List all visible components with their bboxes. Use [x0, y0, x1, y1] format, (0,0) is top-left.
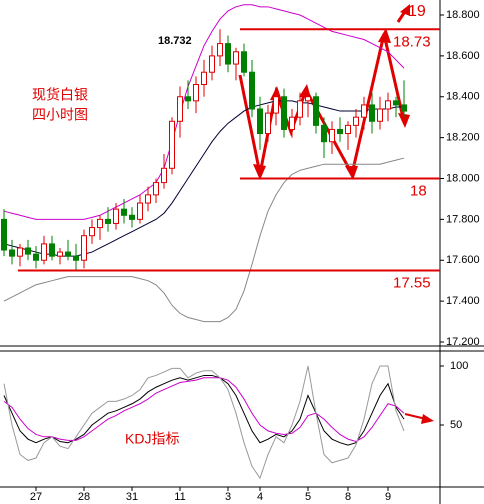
line-series — [3, 4, 405, 220]
level-label: 18 — [410, 182, 427, 199]
candle-body — [321, 124, 327, 143]
y-tick-label: 18.200 — [446, 132, 480, 144]
arrowhead — [378, 28, 391, 43]
y-tick-label: 50 — [450, 419, 462, 431]
candle-body — [73, 255, 79, 261]
candle-body — [209, 55, 215, 73]
candle-body — [305, 96, 311, 102]
chart-subtitle: 四小时图 — [32, 107, 88, 123]
candle-body — [241, 51, 247, 73]
candle-body — [81, 235, 87, 261]
indicator-title: KDJ指标 — [125, 431, 179, 447]
y-tick-label: 18.600 — [446, 50, 480, 62]
candle-body — [353, 116, 359, 126]
level-label: 17.55 — [393, 274, 431, 291]
candle-body — [193, 83, 199, 102]
candle-body — [361, 104, 367, 118]
candle-body — [121, 208, 127, 216]
arrowhead — [398, 113, 410, 128]
candle-body — [169, 120, 175, 169]
candle-body — [225, 43, 231, 65]
candle-body — [401, 104, 407, 112]
line-series — [3, 374, 405, 446]
candle-body — [33, 253, 39, 261]
candle-body — [9, 249, 15, 257]
x-tick-label: 28 — [78, 491, 90, 503]
candle-body — [41, 243, 47, 261]
line-series — [3, 157, 405, 323]
line-series — [3, 365, 405, 480]
candle-body — [289, 116, 295, 130]
candle-body — [49, 243, 55, 257]
candle-body — [1, 218, 7, 251]
y-tick-label: 18.000 — [446, 172, 480, 184]
candle-body — [369, 104, 375, 122]
x-tick-label: 11 — [174, 491, 185, 503]
y-tick-label: 18.400 — [446, 91, 480, 103]
candle-body — [249, 71, 255, 110]
candle-body — [177, 96, 183, 122]
y-tick-label: 100 — [450, 360, 468, 372]
candle-body — [161, 167, 167, 184]
x-tick-label: 3 — [225, 491, 231, 503]
arrowhead — [400, 4, 410, 16]
candle-body — [377, 108, 383, 122]
x-tick-label: 31 — [126, 491, 138, 503]
candle-body — [393, 100, 399, 106]
candle-body — [233, 51, 239, 65]
peak-label: 18.732 — [158, 35, 192, 47]
candle-body — [129, 214, 135, 220]
candle-body — [105, 218, 111, 224]
candle-body — [273, 96, 279, 114]
candle-body — [329, 128, 335, 143]
candle-body — [257, 108, 263, 135]
candle-body — [57, 251, 63, 257]
x-tick-label: 8 — [345, 491, 351, 503]
candle-body — [97, 218, 103, 229]
candle-body — [313, 96, 319, 126]
chart-title: 现货白银 — [32, 87, 88, 103]
candle-body — [201, 71, 207, 85]
y-tick-label: 17.200 — [446, 336, 480, 348]
y-tick-label: 18.800 — [446, 9, 480, 21]
y-tick-label: 17.600 — [446, 254, 480, 266]
candle-body — [113, 208, 119, 224]
line-series — [3, 377, 405, 443]
x-tick-label: 5 — [305, 491, 311, 503]
candle-body — [185, 96, 191, 102]
y-tick-label: 17.400 — [446, 295, 480, 307]
candle-body — [217, 43, 223, 57]
level-label: 18.73 — [393, 33, 431, 50]
candle-body — [153, 182, 159, 196]
arrowhead — [345, 166, 358, 180]
candle-body — [385, 100, 391, 110]
candle-body — [145, 194, 151, 204]
x-tick-label: 27 — [30, 491, 42, 503]
y-tick-label: 17.800 — [446, 213, 480, 225]
candle-body — [297, 100, 303, 118]
target-label: 19 — [408, 3, 426, 20]
x-tick-label: 4 — [257, 491, 263, 503]
candle-body — [345, 124, 351, 135]
candle-body — [89, 227, 95, 237]
candle-body — [281, 96, 287, 130]
candle-body — [25, 247, 31, 255]
x-tick-label: 9 — [385, 491, 391, 503]
candle-body — [337, 128, 343, 135]
arrowhead — [253, 164, 266, 180]
candle-body — [265, 112, 271, 135]
candle-body — [17, 247, 23, 257]
candle-body — [137, 202, 143, 220]
candle-body — [65, 251, 71, 257]
arrowhead — [421, 414, 434, 424]
